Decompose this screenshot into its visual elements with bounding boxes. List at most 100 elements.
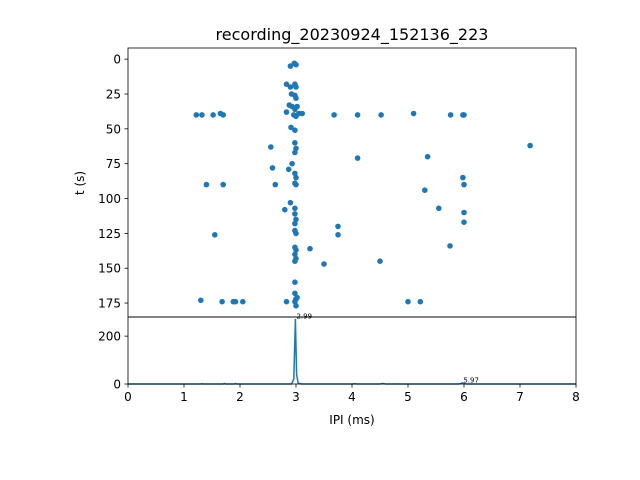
spike-point (354, 155, 361, 161)
histogram-x-tick-label: 5 (404, 390, 412, 404)
histogram-x-tick-label: 1 (180, 390, 188, 404)
spike-point (220, 112, 226, 118)
spike-point (447, 243, 453, 249)
spike-point (293, 174, 299, 181)
spike-point (289, 160, 295, 167)
spike-point (199, 112, 205, 118)
histogram-peak-label: 2.99 (296, 312, 312, 320)
spike-point (287, 199, 294, 206)
spike-point (293, 181, 299, 188)
spike-point (377, 258, 383, 265)
spike-point (232, 298, 239, 305)
spike-point (287, 63, 294, 69)
histogram-peak-label: 5.97 (463, 376, 479, 384)
spike-point (198, 297, 204, 304)
spike-point (293, 303, 299, 309)
spike-point (292, 211, 298, 217)
spike-point (292, 170, 298, 177)
spike-point (292, 279, 298, 286)
spike-point (331, 112, 337, 118)
spike-point (378, 112, 384, 118)
spike-point (299, 110, 306, 117)
chart-title: recording_20230924_152136_223 (216, 25, 489, 45)
spike-point (203, 181, 210, 188)
histogram-x-ticks: 0 1 2 3 4 5 6 7 8 (124, 384, 580, 404)
spike-point (210, 112, 216, 118)
spike-point (307, 245, 313, 252)
raster-y-tick-label: 50 (106, 122, 121, 136)
raster-y-tick-label: 175 (98, 297, 121, 311)
histogram-x-tick-label: 7 (516, 390, 524, 404)
spike-point (460, 174, 466, 181)
spike-point (292, 140, 298, 146)
spike-point (292, 220, 298, 227)
raster-y-ticks: 0 25 50 75 100 125 150 175 (98, 53, 128, 311)
spike-point (294, 294, 300, 301)
spike-point (272, 181, 279, 188)
spike-point (219, 298, 225, 305)
spike-point (283, 81, 290, 87)
spike-point (422, 187, 428, 193)
spike-point (527, 142, 533, 149)
spike-point (292, 127, 298, 133)
spike-point (292, 251, 298, 258)
spike-point (292, 205, 298, 212)
spike-point (293, 230, 299, 237)
spike-point (461, 181, 467, 188)
spike-points (193, 60, 533, 309)
spike-point (293, 95, 299, 101)
spike-point (292, 149, 298, 156)
histogram-x-tick-label: 2 (236, 390, 244, 404)
histogram-y-tick-label: 200 (98, 330, 121, 344)
spike-point (269, 165, 276, 171)
histogram-x-label: IPI (ms) (329, 413, 374, 427)
spike-point (287, 84, 294, 90)
histogram-y-tick-label: 0 (113, 378, 121, 392)
spike-point (293, 247, 299, 253)
spike-point (461, 219, 467, 225)
spike-point (283, 109, 290, 115)
spike-point (335, 232, 341, 238)
spike-point (447, 112, 454, 118)
spike-point (212, 232, 218, 238)
histogram-plot: 2.99 5.97 0 200 0 1 2 3 4 5 6 7 8 IPI (ms) (98, 312, 580, 427)
spike-point (410, 110, 417, 117)
spike-point (417, 298, 424, 305)
spike-point (321, 261, 327, 267)
spike-point (405, 298, 411, 305)
spike-point (292, 290, 298, 297)
histogram-x-tick-label: 3 (292, 390, 300, 404)
spike-point (293, 84, 299, 90)
raster-y-tick-label: 25 (106, 87, 121, 101)
spike-point (294, 103, 300, 110)
spike-point (283, 298, 290, 305)
spike-point (288, 124, 294, 131)
spike-point (293, 216, 299, 223)
spike-point (461, 112, 467, 118)
histogram-x-tick-label: 6 (460, 390, 468, 404)
spike-point (354, 112, 361, 118)
raster-y-label: t (s) (73, 171, 87, 195)
histogram-annotations: 2.99 5.97 (296, 312, 478, 384)
spike-point (335, 223, 341, 230)
raster-y-tick-label: 125 (98, 227, 121, 241)
raster-y-tick-label: 75 (106, 157, 121, 171)
spike-point (436, 205, 442, 212)
spike-point (193, 112, 200, 118)
spike-point (240, 298, 246, 305)
raster-y-tick-label: 100 (98, 192, 121, 206)
spike-point (220, 181, 226, 188)
spike-point (268, 144, 274, 150)
spike-point (282, 206, 288, 213)
histogram-x-tick-label: 0 (124, 390, 132, 404)
spike-point (293, 255, 299, 262)
raster-y-tick-label: 0 (113, 53, 121, 67)
histogram-x-tick-label: 4 (348, 390, 356, 404)
spike-point (461, 209, 467, 216)
raster-y-tick-label: 150 (98, 262, 121, 276)
spike-point (285, 166, 292, 173)
histogram-x-tick-label: 8 (572, 390, 580, 404)
raster-plot: 0 25 50 75 100 125 150 175 t (s) (73, 47, 577, 318)
